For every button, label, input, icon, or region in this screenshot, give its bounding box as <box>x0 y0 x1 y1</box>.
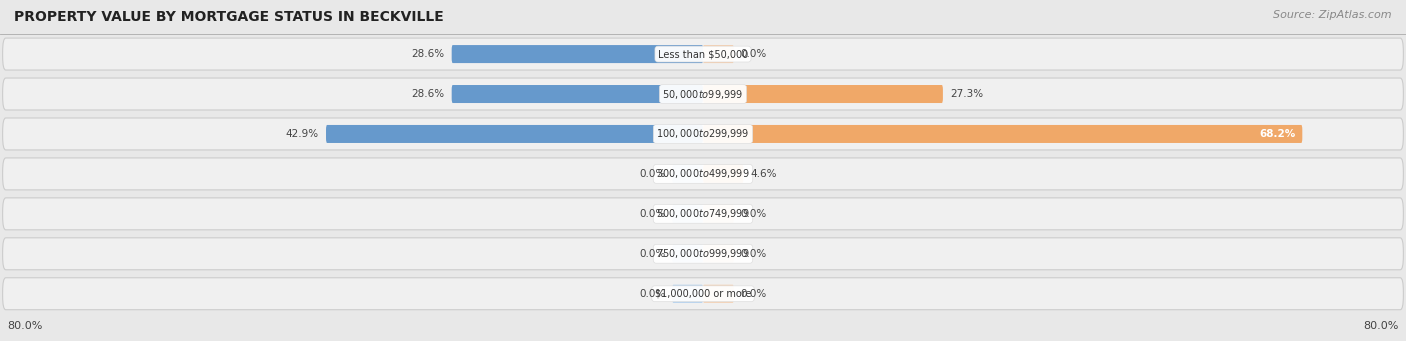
FancyBboxPatch shape <box>672 245 703 263</box>
Text: Less than $50,000: Less than $50,000 <box>658 49 748 59</box>
Text: $300,000 to $499,999: $300,000 to $499,999 <box>657 167 749 180</box>
Text: 80.0%: 80.0% <box>7 321 42 330</box>
FancyBboxPatch shape <box>3 118 1403 150</box>
Text: 0.0%: 0.0% <box>741 249 768 259</box>
FancyBboxPatch shape <box>672 205 703 223</box>
FancyBboxPatch shape <box>672 285 703 303</box>
Text: $750,000 to $999,999: $750,000 to $999,999 <box>657 247 749 260</box>
FancyBboxPatch shape <box>703 205 734 223</box>
FancyBboxPatch shape <box>451 85 703 103</box>
FancyBboxPatch shape <box>672 165 703 183</box>
FancyBboxPatch shape <box>3 238 1403 270</box>
Text: 0.0%: 0.0% <box>741 49 768 59</box>
Text: $50,000 to $99,999: $50,000 to $99,999 <box>662 88 744 101</box>
FancyBboxPatch shape <box>326 125 703 143</box>
Text: Source: ZipAtlas.com: Source: ZipAtlas.com <box>1274 10 1392 20</box>
Text: 80.0%: 80.0% <box>1364 321 1399 330</box>
FancyBboxPatch shape <box>703 285 734 303</box>
Text: $1,000,000 or more: $1,000,000 or more <box>655 289 751 299</box>
Text: 0.0%: 0.0% <box>741 289 768 299</box>
Text: $500,000 to $749,999: $500,000 to $749,999 <box>657 207 749 220</box>
Text: 0.0%: 0.0% <box>638 169 665 179</box>
FancyBboxPatch shape <box>703 165 744 183</box>
Text: PROPERTY VALUE BY MORTGAGE STATUS IN BECKVILLE: PROPERTY VALUE BY MORTGAGE STATUS IN BEC… <box>14 10 444 24</box>
FancyBboxPatch shape <box>703 45 734 63</box>
Text: 0.0%: 0.0% <box>638 289 665 299</box>
Text: 28.6%: 28.6% <box>412 49 444 59</box>
FancyBboxPatch shape <box>3 78 1403 110</box>
Text: 4.6%: 4.6% <box>751 169 778 179</box>
FancyBboxPatch shape <box>703 125 1302 143</box>
FancyBboxPatch shape <box>3 38 1403 70</box>
FancyBboxPatch shape <box>703 245 734 263</box>
Text: 0.0%: 0.0% <box>638 249 665 259</box>
Text: 42.9%: 42.9% <box>285 129 319 139</box>
FancyBboxPatch shape <box>451 45 703 63</box>
FancyBboxPatch shape <box>703 85 943 103</box>
Text: 0.0%: 0.0% <box>638 209 665 219</box>
FancyBboxPatch shape <box>3 278 1403 310</box>
Text: 68.2%: 68.2% <box>1258 129 1295 139</box>
Text: 0.0%: 0.0% <box>741 209 768 219</box>
FancyBboxPatch shape <box>3 158 1403 190</box>
Text: $100,000 to $299,999: $100,000 to $299,999 <box>657 128 749 140</box>
Text: 27.3%: 27.3% <box>950 89 983 99</box>
Text: 28.6%: 28.6% <box>412 89 444 99</box>
FancyBboxPatch shape <box>3 198 1403 230</box>
